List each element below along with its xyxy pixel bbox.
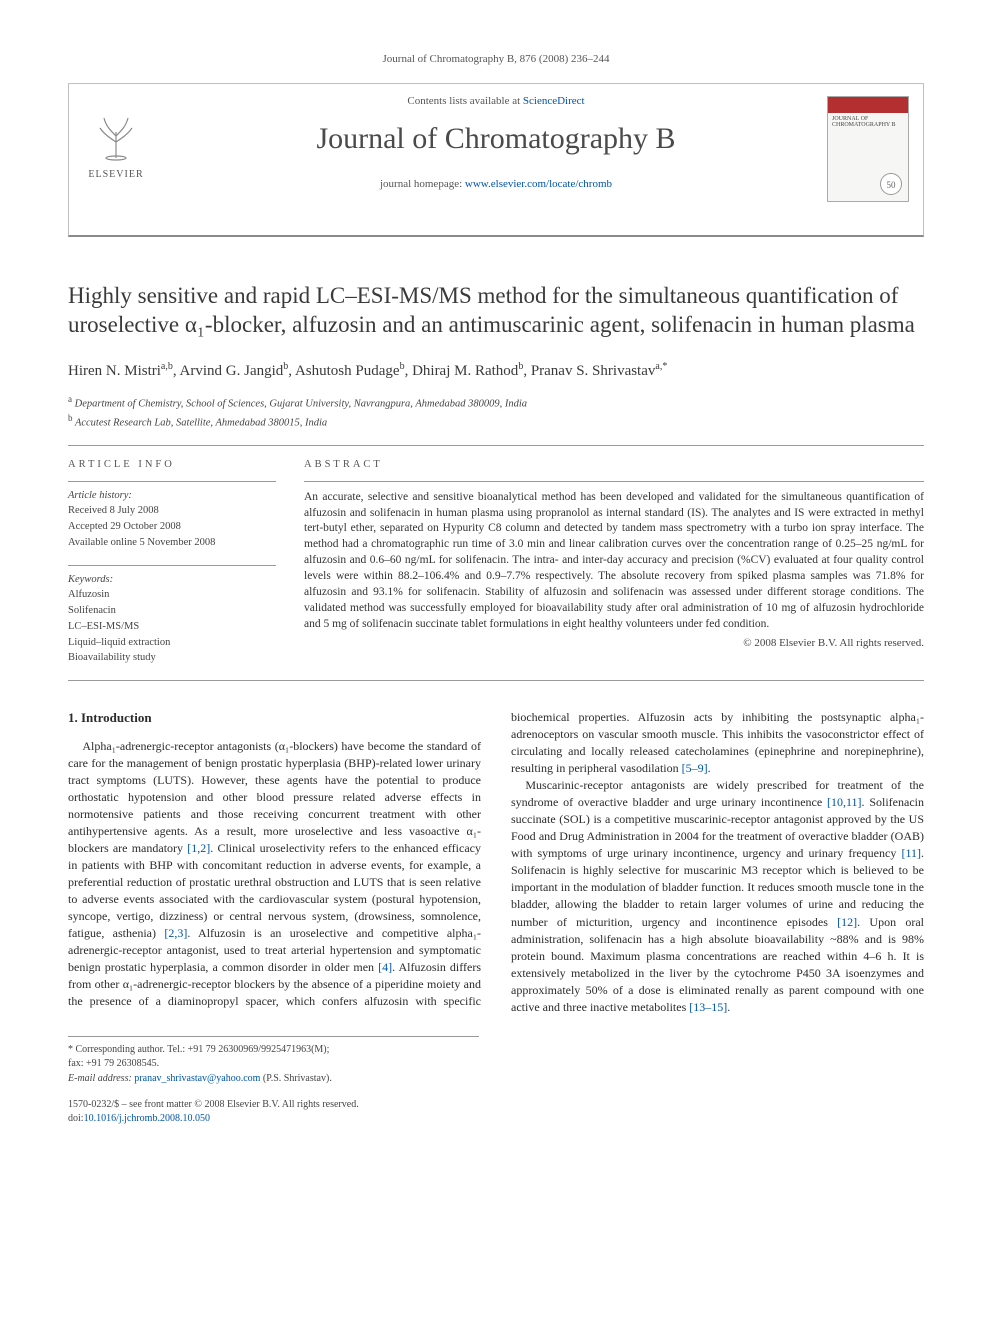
keyword: LC–ESI-MS/MS: [68, 619, 276, 635]
article-title: Highly sensitive and rapid LC–ESI-MS/MS …: [68, 281, 924, 340]
affiliations: a Department of Chemistry, School of Sci…: [68, 393, 924, 432]
contents-lists-line: Contents lists available at ScienceDirec…: [83, 94, 909, 109]
tree-icon: [88, 108, 144, 164]
article-info-left: ARTICLE INFO Article history: Received 8…: [68, 458, 276, 666]
history-received: Received 8 July 2008: [68, 503, 276, 519]
keywords-label: Keywords:: [68, 572, 276, 588]
article-info-block: ARTICLE INFO Article history: Received 8…: [68, 446, 924, 680]
affiliation-a: a Department of Chemistry, School of Sci…: [68, 393, 924, 412]
publisher-name: ELSEVIER: [83, 168, 149, 182]
footnote-fax: fax: +91 79 26308545.: [68, 1057, 479, 1072]
article-info-heading: ARTICLE INFO: [68, 458, 276, 472]
sciencedirect-link[interactable]: ScienceDirect: [523, 95, 585, 107]
abstract-text: An accurate, selective and sensitive bio…: [304, 490, 924, 633]
doi-line: doi:10.1016/j.jchromb.2008.10.050: [68, 1112, 924, 1126]
citation-link[interactable]: [2,3]: [164, 926, 187, 940]
running-head: Journal of Chromatography B, 876 (2008) …: [68, 52, 924, 67]
email-label: E-mail address:: [68, 1073, 134, 1084]
citation-link[interactable]: [10,11]: [827, 795, 862, 809]
body-two-column: 1. Introduction Alpha₁-adrenergic-recept…: [68, 709, 924, 1016]
page-footer: 1570-0232/$ – see front matter © 2008 El…: [68, 1098, 924, 1126]
footnote-corr: * Corresponding author. Tel.: +91 79 263…: [68, 1043, 479, 1058]
abstract-copyright: © 2008 Elsevier B.V. All rights reserved…: [304, 636, 924, 651]
section-heading-introduction: 1. Introduction: [68, 709, 481, 727]
citation-link[interactable]: [12]: [837, 915, 857, 929]
abstract-block: ABSTRACT An accurate, selective and sens…: [304, 458, 924, 666]
contents-prefix: Contents lists available at: [407, 95, 522, 107]
affiliation-b: b Accutest Research Lab, Satellite, Ahme…: [68, 412, 924, 431]
homepage-prefix: journal homepage:: [380, 178, 465, 190]
history-accepted: Accepted 29 October 2008: [68, 519, 276, 535]
anniversary-badge: 50: [880, 173, 902, 195]
elsevier-logo: ELSEVIER: [83, 108, 149, 190]
corr-email-link[interactable]: pranav_shrivastav@yahoo.com: [134, 1073, 260, 1084]
intro-para-2: Muscarinic-receptor antagonists are wide…: [511, 777, 924, 1015]
keyword: Alfuzosin: [68, 587, 276, 603]
journal-cover-thumbnail: JOURNAL OF CHROMATOGRAPHY B 50: [827, 96, 909, 202]
history-online: Available online 5 November 2008: [68, 535, 276, 551]
citation-link[interactable]: [11]: [901, 846, 921, 860]
journal-homepage-line: journal homepage: www.elsevier.com/locat…: [83, 177, 909, 192]
keyword: Bioavailability study: [68, 650, 276, 666]
doi-link[interactable]: 10.1016/j.jchromb.2008.10.050: [84, 1113, 210, 1124]
journal-homepage-link[interactable]: www.elsevier.com/locate/chromb: [465, 178, 612, 190]
keyword: Liquid–liquid extraction: [68, 635, 276, 651]
corresponding-author-footnote: * Corresponding author. Tel.: +91 79 263…: [68, 1036, 479, 1087]
citation-link[interactable]: [1,2]: [187, 841, 210, 855]
citation-link[interactable]: [5–9]: [682, 761, 708, 775]
journal-title: Journal of Chromatography B: [83, 119, 909, 160]
citation-link[interactable]: [4]: [378, 960, 392, 974]
authors-line: Hiren N. Mistria,b, Arvind G. Jangidb, A…: [68, 360, 924, 381]
keyword: Solifenacin: [68, 603, 276, 619]
cover-label: JOURNAL OF CHROMATOGRAPHY B: [828, 113, 908, 132]
front-matter-line: 1570-0232/$ – see front matter © 2008 El…: [68, 1098, 924, 1112]
history-label: Article history:: [68, 488, 276, 504]
citation-link[interactable]: [13–15]: [689, 1000, 727, 1014]
footnote-email: E-mail address: pranav_shrivastav@yahoo.…: [68, 1072, 479, 1087]
rule-bottom: [68, 680, 924, 681]
abstract-heading: ABSTRACT: [304, 458, 924, 472]
journal-masthead: ELSEVIER JOURNAL OF CHROMATOGRAPHY B 50 …: [68, 83, 924, 237]
